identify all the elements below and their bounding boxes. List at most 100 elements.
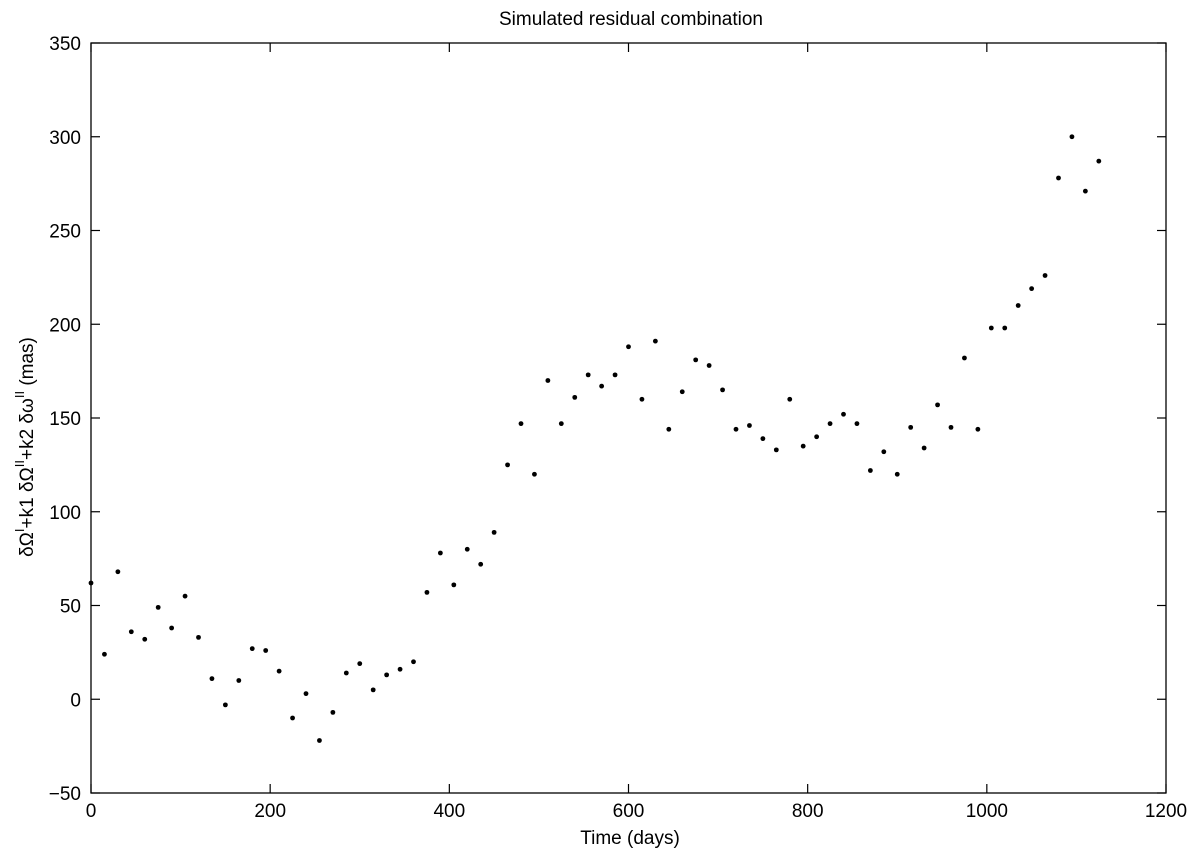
data-point: [827, 421, 833, 427]
data-point: [975, 426, 981, 432]
data-point: [1069, 134, 1075, 140]
data-point: [894, 471, 900, 477]
data-point: [854, 421, 860, 427]
data-point: [532, 471, 537, 477]
y-axis-label: δΩI+k1 δΩII+k2 δωII (mas): [12, 337, 38, 557]
x-tick-label: 600: [613, 801, 645, 822]
data-point: [787, 396, 793, 402]
data-point: [585, 372, 591, 378]
data-point: [1029, 286, 1035, 292]
data-point: [558, 421, 564, 427]
data-point: [962, 355, 967, 361]
data-point: [1096, 158, 1102, 164]
y-label-part-2: +k1 δΩ: [17, 467, 38, 528]
data-point: [773, 447, 779, 453]
data-point: [424, 589, 430, 595]
data-point: [303, 691, 309, 697]
y-tick-label: 200: [49, 315, 81, 336]
data-point: [464, 546, 470, 552]
data-point: [209, 676, 215, 682]
data-point: [357, 661, 363, 667]
data-point: [518, 421, 524, 427]
data-point: [626, 344, 631, 350]
y-tick-label: 50: [60, 597, 81, 618]
data-point: [545, 378, 551, 383]
data-point: [1042, 273, 1048, 278]
data-point: [881, 449, 887, 455]
y-tick-label: 100: [49, 503, 81, 524]
data-point: [249, 646, 255, 652]
data-point: [1082, 188, 1088, 194]
data-point: [290, 715, 295, 721]
data-point: [800, 443, 806, 449]
y-label-sup-2: II: [12, 460, 27, 467]
y-label-sup-1: I: [12, 528, 27, 532]
data-point: [437, 550, 443, 556]
data-point: [102, 651, 107, 657]
data-point: [733, 426, 739, 432]
data-point: [88, 580, 94, 586]
data-point: [222, 702, 228, 708]
data-point: [397, 666, 403, 672]
data-point: [1002, 325, 1008, 331]
data-point: [1056, 175, 1061, 181]
data-point: [411, 659, 416, 665]
data-point: [478, 561, 484, 567]
data-point: [236, 678, 242, 683]
y-tick-label: −50: [49, 784, 81, 805]
data-point: [760, 436, 766, 442]
data-point: [908, 424, 914, 430]
data-point: [384, 672, 390, 678]
x-tick-label: 1000: [966, 801, 1008, 822]
plot-frame: [90, 42, 1167, 794]
x-tick-label: 0: [86, 801, 97, 822]
data-point: [491, 529, 497, 535]
data-point: [330, 709, 336, 715]
data-point: [639, 396, 645, 402]
data-point: [263, 648, 269, 653]
chart-title: Simulated residual combination: [499, 9, 763, 30]
y-tick-label: 150: [49, 409, 81, 430]
data-point: [948, 424, 954, 430]
data-point: [276, 668, 282, 674]
x-tick-label: 400: [433, 801, 465, 822]
data-point: [572, 394, 578, 400]
y-tick-label: 250: [49, 222, 81, 243]
data-point: [182, 593, 188, 599]
y-tick-label: 0: [70, 690, 81, 711]
y-tick-label: 350: [49, 34, 81, 55]
data-point: [142, 636, 148, 642]
x-axis-ticks: 0 200 400 600 800 1000 1200: [86, 43, 1187, 822]
data-point: [196, 634, 201, 640]
data-point: [612, 372, 618, 378]
y-label-part-1: δΩ: [17, 532, 38, 557]
x-tick-label: 200: [254, 801, 286, 822]
data-point: [988, 325, 994, 331]
data-point: [706, 363, 712, 368]
data-point: [666, 426, 672, 432]
data-point: [317, 738, 322, 743]
data-point: [115, 569, 121, 575]
x-axis-label: Time (days): [580, 828, 680, 849]
data-point: [921, 445, 927, 451]
data-point: [1015, 303, 1021, 308]
y-label-part-3: +k2 δω: [17, 398, 38, 460]
data-point: [599, 383, 605, 389]
data-point: [155, 604, 161, 610]
data-points: [88, 134, 1102, 743]
y-label-sup-3: II: [12, 391, 27, 398]
data-point: [814, 434, 820, 440]
x-tick-label: 800: [792, 801, 824, 822]
data-point: [679, 389, 685, 395]
x-tick-label: 1200: [1145, 801, 1187, 822]
data-point: [169, 625, 175, 631]
y-tick-label: 300: [49, 128, 81, 149]
data-point: [128, 629, 134, 635]
data-point: [841, 411, 846, 417]
data-point: [505, 462, 510, 468]
data-point: [451, 582, 457, 588]
data-point: [370, 687, 376, 693]
y-label-part-4: (mas): [17, 337, 38, 391]
y-axis-ticks: −50 0 50 100 150 200 250 300 350: [49, 34, 1166, 805]
